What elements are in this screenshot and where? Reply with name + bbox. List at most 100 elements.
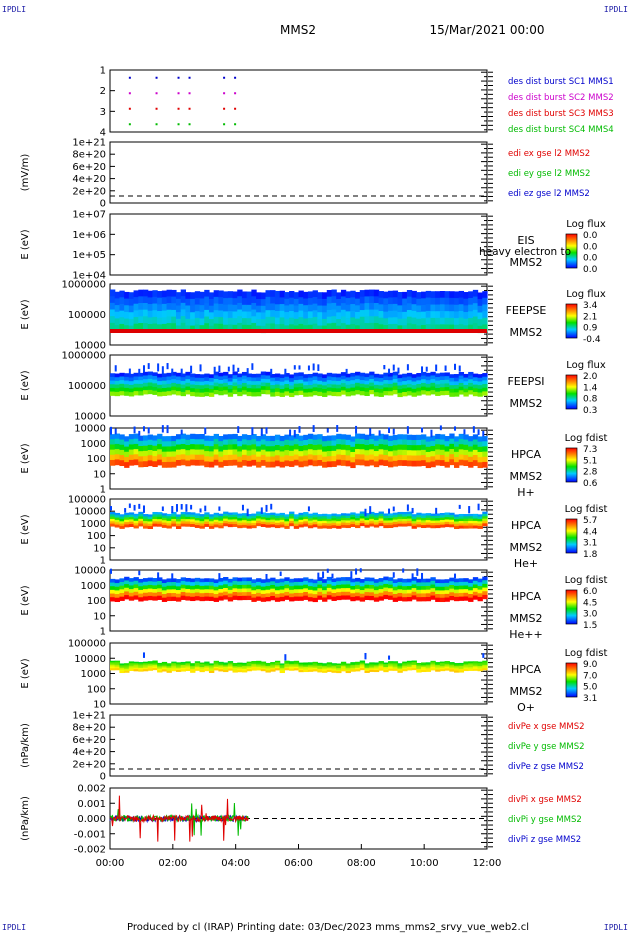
panel-label: HPCA <box>511 590 542 603</box>
panel-frame <box>109 69 488 133</box>
panel-label: H+ <box>517 486 535 499</box>
burst-mark <box>234 76 237 79</box>
panel-label: HPCA <box>511 663 542 676</box>
colorbar <box>565 447 578 483</box>
colorbar-tick: 0.9 <box>583 324 598 334</box>
panel-label: O+ <box>517 701 535 714</box>
y-axis-label: E (eV) <box>20 229 31 259</box>
colorbar-tick: 3.1 <box>583 539 597 549</box>
colorbar-title: Log flux <box>566 289 606 300</box>
burst-mark <box>188 107 191 110</box>
colorbar <box>565 662 578 698</box>
y-tick-label: 6e+20 <box>72 162 106 173</box>
colorbar-tick: 0.0 <box>583 265 598 275</box>
legend-entry: divPe y gse MMS2 <box>508 742 585 752</box>
colorbar-tick: 4.4 <box>583 527 598 537</box>
panel-label: He+ <box>514 557 538 570</box>
burst-mark <box>177 76 180 79</box>
y-tick-label: 4e+20 <box>72 747 106 758</box>
burst-mark <box>128 76 131 79</box>
y-tick-label: 10 <box>93 700 106 711</box>
panel-divpi: 0.002 0.001 0.000 -0.001 -0.002 (nPa/km) divPi… <box>20 784 582 856</box>
x-tick-label: 00:00 <box>96 858 125 869</box>
burst-mark <box>234 123 237 126</box>
y-tick-label: 0.001 <box>77 799 106 810</box>
colorbar-tick: 2.0 <box>583 372 598 382</box>
colorbar-tick: 7.0 <box>583 671 598 681</box>
panel-des_dist_burst: 1 2 3 4 des dist burst SC1 MMS1 des dist burs… <box>100 66 614 139</box>
y-tick-label: 1000 <box>81 581 106 592</box>
colorbar-title: Log fdist <box>565 648 608 659</box>
y-tick-label: 1e+05 <box>72 250 106 261</box>
panel-feeps_i: 1000000 100000 10000 E (eV) FEEPSI MMS2 Log fl… <box>20 351 606 423</box>
colorbar-tick: 7.3 <box>583 445 597 455</box>
panel-eis: 1e+07 1e+06 1e+05 1e+04 E (eV) EIS MMS2 Log flu… <box>20 210 606 282</box>
colorbar <box>565 374 578 410</box>
panel-hpca_hepp: 10000 1000 100 10 1 E (eV) HPCA MMS2 He++ Log fdi… <box>20 566 607 642</box>
panel-label: MMS2 <box>510 541 543 554</box>
panel-label: MMS2 <box>510 470 543 483</box>
panel-label: MMS2 <box>510 612 543 625</box>
panel-label: MMS2 <box>510 685 543 698</box>
y-axis-label: E (eV) <box>20 658 31 688</box>
y-tick-label: 10000 <box>74 341 106 352</box>
burst-mark <box>155 123 158 126</box>
colorbar <box>565 518 578 554</box>
y-tick-label: 10 <box>93 611 106 622</box>
corner-mark-bottom-left: IPDLI <box>2 923 27 932</box>
colorbar-title: Log fdist <box>565 504 608 515</box>
x-tick-label: 10:00 <box>410 858 439 869</box>
burst-mark <box>234 107 237 110</box>
heat-band <box>110 329 487 333</box>
panel-label: FEEPSI <box>507 375 544 388</box>
corner-mark-bottom-right: IPDLI <box>603 923 628 932</box>
burst-mark <box>177 107 180 110</box>
colorbar <box>565 233 578 269</box>
colorbar-tick: 0.3 <box>583 406 597 416</box>
y-tick-label: 8e+20 <box>72 150 106 161</box>
y-tick-label: 1e+21 <box>72 711 106 722</box>
y-tick-label: 100000 <box>68 639 106 650</box>
y-tick-label: 1 <box>100 485 106 496</box>
colorbar-title: Log flux <box>566 219 606 230</box>
legend-entry: des dist burst SC4 MMS4 <box>508 125 614 135</box>
y-tick-label: 1000000 <box>61 280 106 291</box>
y-axis-label: (mV/m) <box>20 154 31 192</box>
y-tick-label: 1e+21 <box>72 138 106 149</box>
y-tick-label: 0 <box>100 772 106 783</box>
burst-mark <box>177 92 180 95</box>
panel-frame <box>109 714 488 777</box>
panel-hpca_o: 100000 10000 1000 100 10 E (eV) HPCA MMS2 O+ Log … <box>20 639 607 715</box>
y-tick-label: 100 <box>87 531 106 542</box>
colorbar-tick: 0.0 <box>583 242 598 252</box>
burst-mark <box>188 123 191 126</box>
x-tick-label: 08:00 <box>347 858 376 869</box>
y-axis-label: E (eV) <box>20 299 31 329</box>
overlay-label: heavy electron to <box>479 246 571 258</box>
burst-mark <box>188 76 191 79</box>
panel-frame <box>109 498 488 561</box>
y-tick-label: 2e+20 <box>72 186 106 197</box>
burst-mark <box>223 76 226 79</box>
y-axis-label: E (eV) <box>20 514 31 544</box>
y-tick-label: -0.002 <box>74 845 106 856</box>
colorbar-tick: 0.0 <box>583 231 598 241</box>
legend-entry: des dist burst SC3 MMS3 <box>508 109 614 119</box>
corner-mark-top-left: IPDLI <box>2 5 27 14</box>
colorbar-tick: 1.8 <box>583 550 598 560</box>
y-tick-label: 100000 <box>68 310 106 321</box>
x-tick-label: 04:00 <box>221 858 250 869</box>
colorbar-tick: 0.8 <box>583 395 598 405</box>
y-tick-label: 100000 <box>68 495 106 506</box>
legend-entry: des dist burst SC2 MMS2 <box>508 93 614 103</box>
colorbar-title: Log fdist <box>565 575 608 586</box>
y-tick-label: 10000 <box>74 507 106 518</box>
burst-mark <box>188 92 191 95</box>
colorbar-tick: 6.0 <box>583 587 598 597</box>
panel-hpca_h: 10000 1000 100 10 1 E (eV) HPCA MMS2 H+ Log fdist… <box>20 424 607 500</box>
y-tick-label: 10000 <box>74 424 106 435</box>
